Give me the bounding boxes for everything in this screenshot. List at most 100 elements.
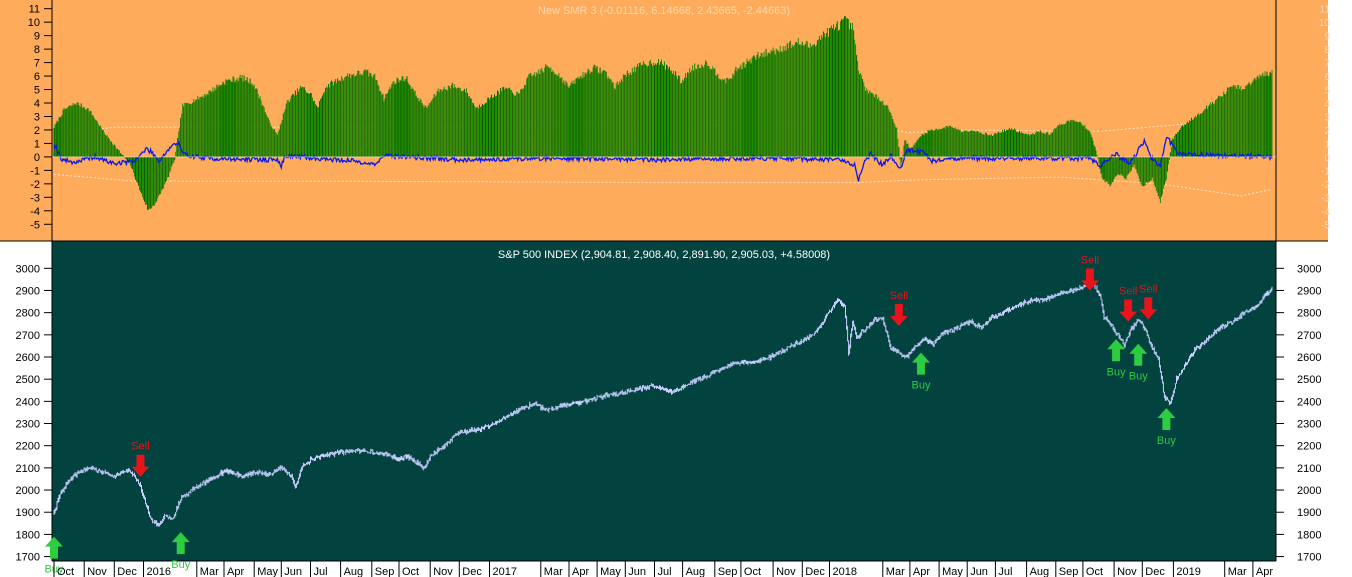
top-right-y-tick-label: -1 xyxy=(1321,166,1330,177)
buy-signal: Buy xyxy=(171,532,191,571)
sell-label: Sell xyxy=(1139,283,1157,295)
buy-label: Buy xyxy=(911,380,930,392)
sell-signal: Sell xyxy=(1081,254,1099,291)
bottom-y-tick-label: 2100 xyxy=(16,463,40,475)
top-y-tick-label: 1 xyxy=(34,138,40,150)
top-y-tick-label: 3 xyxy=(34,112,40,124)
bottom-y-tick-label: 2700 xyxy=(16,330,40,342)
sell-signal: Sell xyxy=(890,290,908,326)
top-y-tick-label: 10 xyxy=(28,17,40,29)
x-tick-label: Oct xyxy=(1086,566,1103,577)
x-tick-label: Apr xyxy=(913,566,930,577)
top-right-y-tick-label: -3 xyxy=(1321,193,1330,204)
buy-signal: Buy xyxy=(1129,343,1148,383)
x-tick-label: 2017 xyxy=(493,566,517,577)
buy-signal: Buy xyxy=(1157,408,1176,447)
sell-label: Sell xyxy=(131,441,149,453)
bottom-y-tick-label: 2500 xyxy=(16,374,40,386)
sell-signal: Sell xyxy=(1139,283,1158,320)
buy-arrow-icon xyxy=(1107,339,1126,362)
bottom-y-tick-label: 2600 xyxy=(16,352,40,364)
top-y-tick-label: 11 xyxy=(29,4,40,16)
buy-arrow-icon xyxy=(171,532,190,555)
price-title: S&P 500 INDEX (2,904.81, 2,908.40, 2,891… xyxy=(498,249,830,261)
x-tick-label: Sep xyxy=(375,566,395,577)
bottom-right-y-tick-label: 1800 xyxy=(1297,529,1321,541)
top-y-tick-label: 8 xyxy=(34,44,40,56)
sell-label: Sell xyxy=(1081,254,1099,266)
bottom-right-y-tick-label: 2800 xyxy=(1297,308,1321,320)
x-tick-label: Aug xyxy=(1030,566,1050,577)
top-y-tick-label: -4 xyxy=(30,206,40,218)
x-tick-label: May xyxy=(942,566,963,577)
bottom-y-tick-label: 2000 xyxy=(16,485,40,497)
top-right-y-tick-label: 9 xyxy=(1324,32,1330,43)
bottom-right-y-tick-label: 2000 xyxy=(1297,485,1321,497)
bottom-right-y-tick-label: 2100 xyxy=(1297,463,1321,475)
sell-label: Sell xyxy=(1119,286,1137,298)
bottom-y-tick-label: 2400 xyxy=(16,396,40,408)
x-tick-label: Nov xyxy=(87,566,107,577)
x-tick-label: Apr xyxy=(227,566,244,577)
top-right-y-tick-label: 1 xyxy=(1324,139,1330,150)
bottom-right-y-tick-label: 2700 xyxy=(1297,330,1321,342)
x-tick-label: Sep xyxy=(1059,566,1079,577)
x-tick-label: Nov xyxy=(433,566,453,577)
top-right-y-tick-label: -5 xyxy=(1321,220,1330,231)
bottom-right-y-tick-label: 2400 xyxy=(1297,396,1321,408)
buy-arrow-icon xyxy=(45,536,63,559)
bottom-y-tick-label: 1700 xyxy=(16,552,40,564)
x-tick-label: Oct xyxy=(57,566,74,577)
bottom-right-y-tick-label: 2900 xyxy=(1297,286,1321,298)
top-right-y-tick-label: -4 xyxy=(1321,207,1330,218)
x-tick-label: Oct xyxy=(402,566,419,577)
buy-label: Buy xyxy=(1157,435,1176,447)
bottom-y-tick-label: 1900 xyxy=(16,507,40,519)
x-axis-strip xyxy=(0,561,1352,577)
sell-arrow-icon xyxy=(1139,297,1158,320)
top-right-y-tick-label: 4 xyxy=(1324,99,1330,110)
top-right-y-tick-label: 11 xyxy=(1320,5,1331,16)
bottom-y-tick-label: 2900 xyxy=(16,286,40,298)
top-y-tick-label: 7 xyxy=(34,58,40,70)
buy-signal: Buy xyxy=(911,352,931,392)
sell-arrow-icon xyxy=(889,303,908,326)
bottom-right-y-tick-label: 2200 xyxy=(1297,441,1321,453)
top-right-y-tick-label: 7 xyxy=(1324,59,1330,70)
bottom-y-tick-label: 2800 xyxy=(16,308,40,320)
top-y-tick-label: -2 xyxy=(30,179,40,191)
top-right-y-tick-label: 8 xyxy=(1324,45,1330,56)
x-tick-label: Sep xyxy=(718,566,738,577)
x-tick-label: Jul xyxy=(998,566,1012,577)
x-tick-label: 2019 xyxy=(1176,566,1200,577)
buy-arrow-icon xyxy=(1129,343,1148,366)
x-tick-label: Jun xyxy=(628,566,646,577)
x-tick-label: May xyxy=(257,566,278,577)
top-y-tick-label: 0 xyxy=(34,152,40,164)
x-tick-label: May xyxy=(600,566,621,577)
x-tick-label: Mar xyxy=(200,566,219,577)
x-tick-label: Jun xyxy=(970,566,988,577)
x-tick-label: Nov xyxy=(776,566,796,577)
bottom-right-y-tick-label: 2500 xyxy=(1297,374,1321,386)
x-tick-label: Dec xyxy=(1145,566,1165,577)
oscillator-line-path xyxy=(53,136,1273,182)
top-y-tick-label: 6 xyxy=(34,71,40,83)
x-tick-label: Apr xyxy=(572,566,589,577)
buy-label: Buy xyxy=(1129,371,1148,383)
top-right-y-tick-label: 3 xyxy=(1324,113,1330,124)
top-y-tick-label: 5 xyxy=(34,85,40,97)
top-y-tick-label: 4 xyxy=(34,98,40,110)
top-y-tick-label: 9 xyxy=(34,31,40,43)
top-right-y-tick-label: 2 xyxy=(1324,126,1330,137)
top-left-axis-strip xyxy=(0,0,52,241)
top-y-tick-label: -3 xyxy=(30,192,40,204)
x-tick-label: Jul xyxy=(314,566,328,577)
bottom-y-tick-label: 2200 xyxy=(16,441,40,453)
top-right-y-tick-label: 10 xyxy=(1319,18,1331,29)
x-tick-label: Nov xyxy=(1117,566,1137,577)
x-tick-label: Dec xyxy=(805,566,825,577)
x-tick-label: 2018 xyxy=(833,566,857,577)
